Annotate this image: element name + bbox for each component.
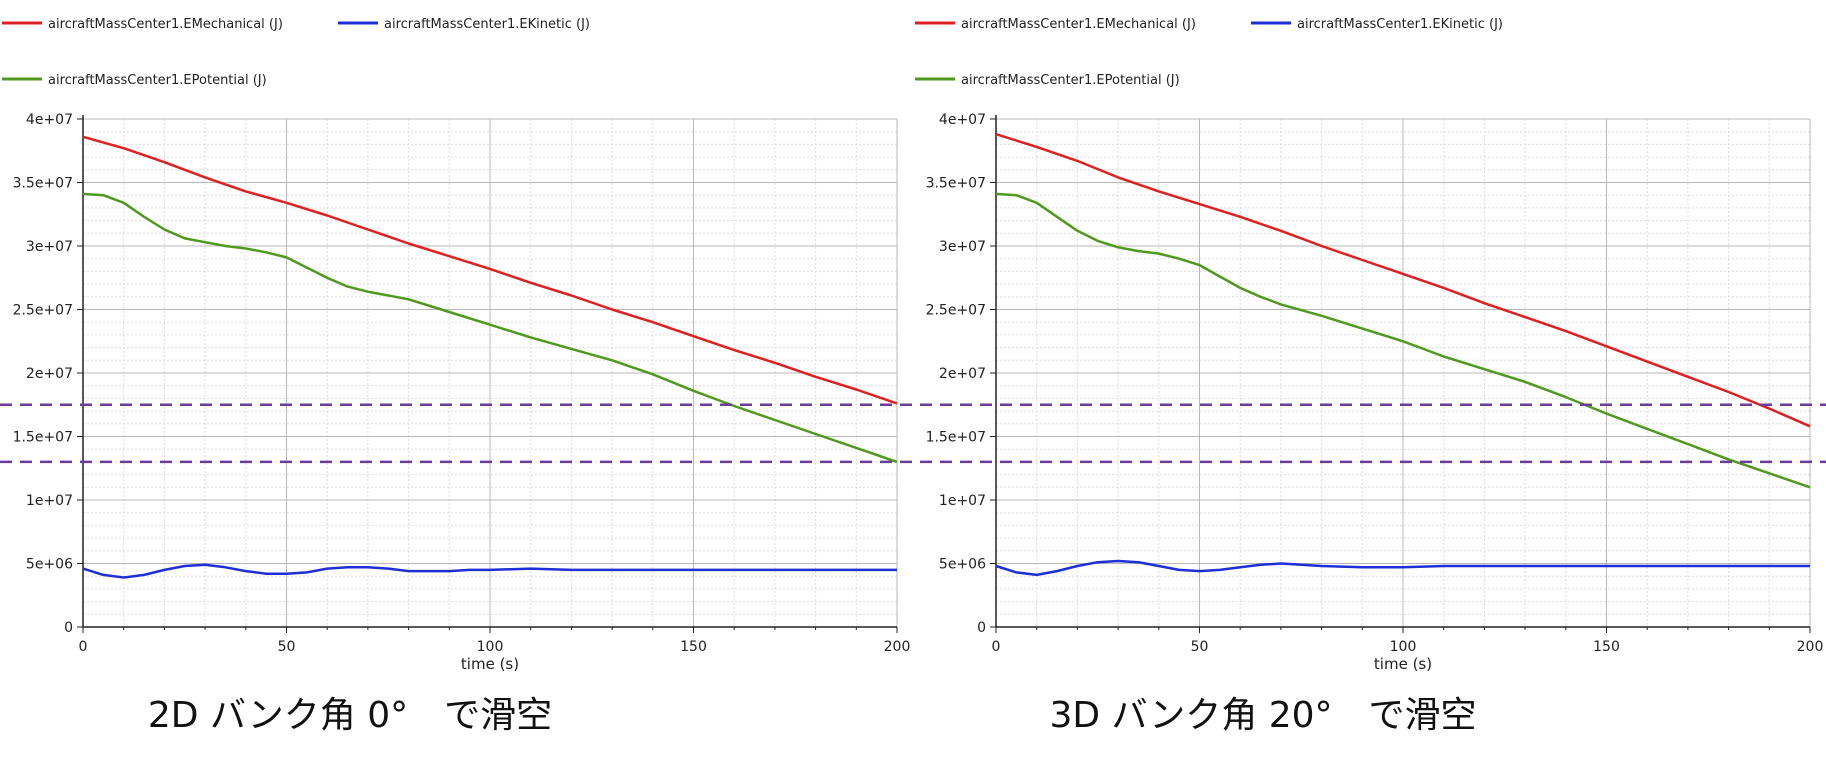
x-tick-label: 50 [1191,639,1209,655]
y-tick-label: 0 [977,620,986,636]
reference-lines [0,403,1826,464]
series-line-mechanical [995,133,1811,428]
legend-label-kinetic: aircraftMassCenter1.EKinetic (J) [384,17,590,32]
y-tick-label: 3e+07 [26,239,73,255]
caption-3d-bank-20: 3D バンク角 20° で滑空 [1049,695,1477,736]
series-line-mechanical [82,135,898,405]
y-tick-label: 2e+07 [939,366,986,382]
legend-label-potential: aircraftMassCenter1.EPotential (J) [961,73,1180,88]
y-tick-label: 2.5e+07 [926,303,986,319]
x-tick-label: 200 [1797,639,1824,655]
legend-label-potential: aircraftMassCenter1.EPotential (J) [48,73,267,88]
y-tick-label: 0 [64,620,73,636]
series-line-potential [995,192,1811,489]
chart-3d-bank-20: aircraftMassCenter1.EMechanical (J) aircr… [915,17,1823,673]
y-tick-label: 1.5e+07 [926,430,986,446]
x-axis-label: time (s) [461,655,519,673]
x-tick-label: 200 [884,639,911,655]
y-tick-label: 5e+06 [939,557,986,573]
y-tick-label: 3.5e+07 [926,176,986,192]
y-tick-label: 1.5e+07 [13,430,73,446]
y-tick-label: 3.5e+07 [13,176,73,192]
chart-2d-bank-0: aircraftMassCenter1.EMechanical (J) aircr… [2,17,910,673]
x-tick-label: 0 [79,639,88,655]
y-tick-label: 2e+07 [26,366,73,382]
y-tick-label: 2.5e+07 [13,303,73,319]
legend-label-mechanical: aircraftMassCenter1.EMechanical (J) [961,17,1196,32]
x-axis-label: time (s) [1374,655,1432,673]
y-tick-label: 3e+07 [939,239,986,255]
x-tick-label: 50 [278,639,296,655]
x-tick-label: 150 [1593,639,1620,655]
caption-2d-bank-0: 2D バンク角 0° で滑空 [147,695,553,736]
y-tick-label: 4e+07 [26,112,73,128]
series-line-kinetic [995,559,1810,577]
series-line-potential [82,192,898,464]
x-tick-label: 150 [680,639,707,655]
y-tick-label: 4e+07 [939,112,986,128]
legend-label-kinetic: aircraftMassCenter1.EKinetic (J) [1297,17,1503,32]
series-line-kinetic [82,563,897,579]
legend-label-mechanical: aircraftMassCenter1.EMechanical (J) [48,17,283,32]
y-tick-label: 1e+07 [26,493,73,509]
y-tick-label: 5e+06 [26,557,73,573]
x-tick-label: 0 [992,639,1001,655]
x-tick-label: 100 [1390,639,1417,655]
y-tick-label: 1e+07 [939,493,986,509]
x-tick-label: 100 [477,639,504,655]
